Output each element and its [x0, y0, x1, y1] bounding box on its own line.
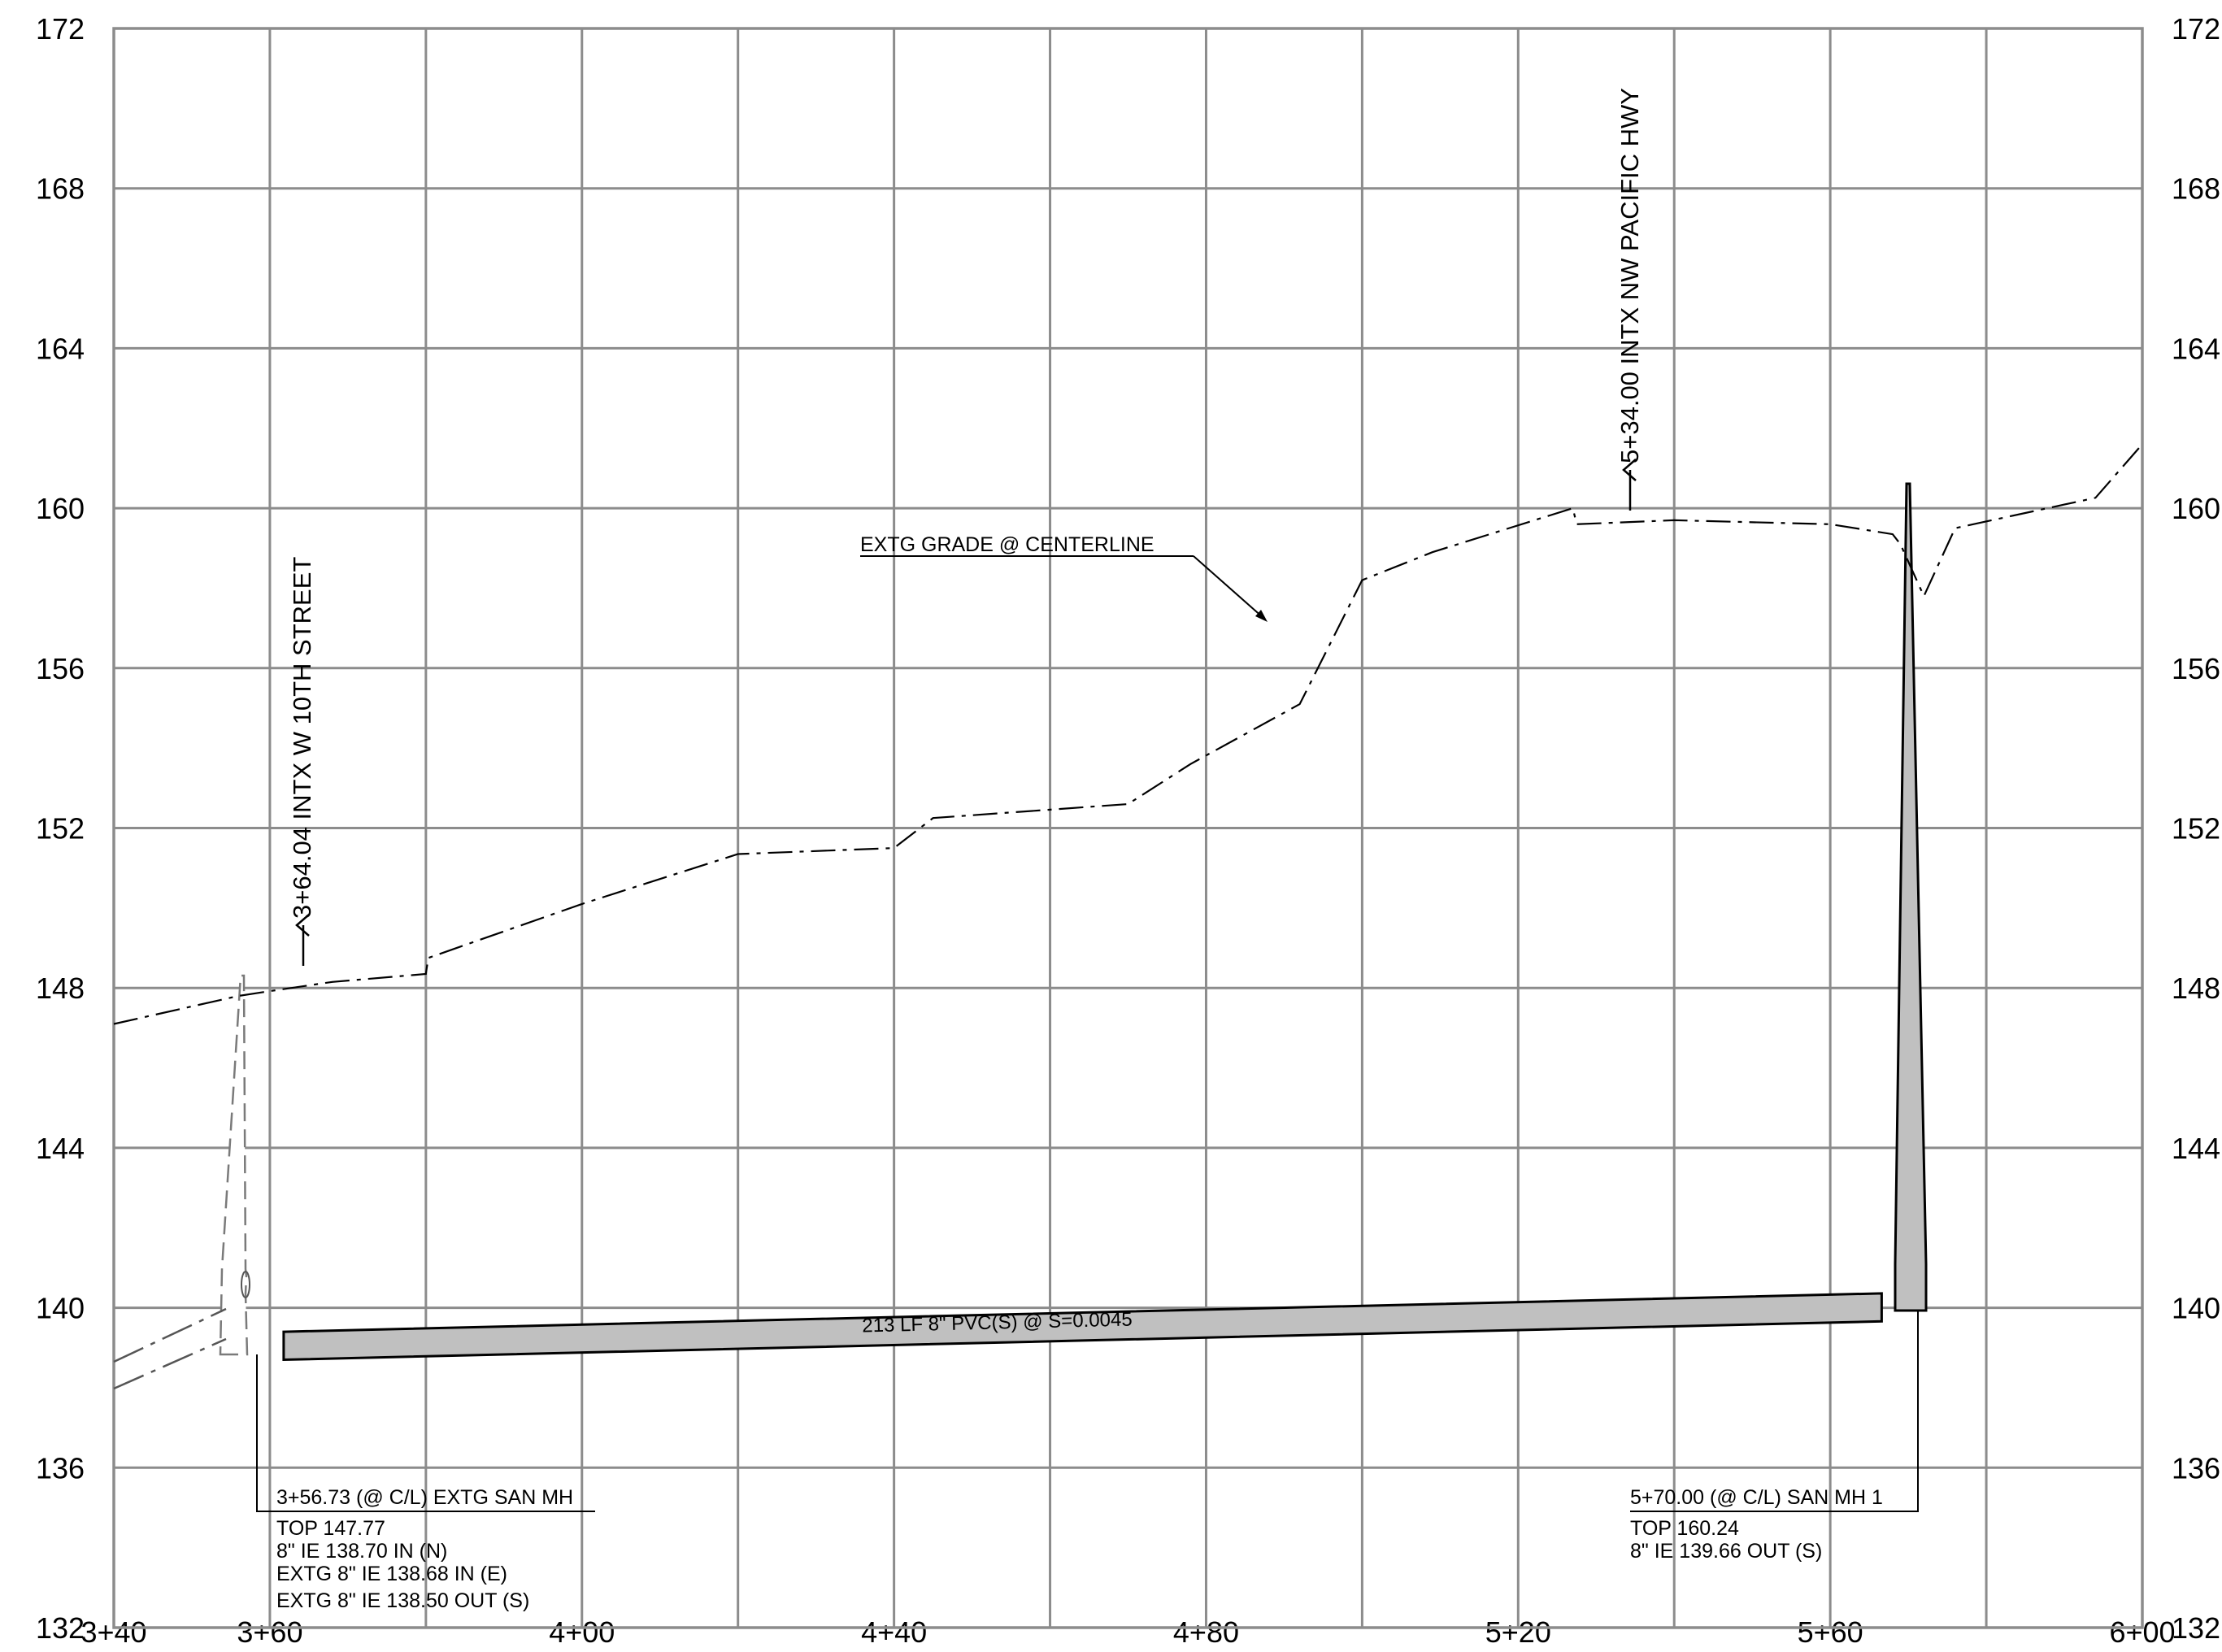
y-tick-label-left: 132 — [36, 1611, 85, 1645]
existing-grade-line — [113, 443, 2143, 1025]
y-tick-label-left: 156 — [36, 652, 85, 685]
y-tick-label-left: 164 — [36, 332, 85, 365]
existing-pipe-lower — [113, 1337, 227, 1390]
y-tick-label-left: 168 — [36, 172, 85, 206]
existing-pipes — [113, 1307, 227, 1390]
axis-labels: 172 172 168 168 164 164 160 160 156 156 152 152 148 1… — [36, 12, 2220, 1649]
existing-manhole-pipe-opening — [241, 1271, 250, 1298]
san-mh-1-shaft — [1894, 482, 1928, 1312]
y-tick-label-left: 148 — [36, 972, 85, 1005]
grade-leader-arrow — [1255, 610, 1268, 622]
existing-manhole-callout: 3+56.73 (@ C/L) EXTG SAN MH TOP 147.77 8… — [256, 1354, 595, 1612]
station-marker-pacific-hwy: 5+34.00 INTX NW PACIFIC HWY — [1615, 88, 1644, 511]
y-tick-label-left: 140 — [36, 1292, 85, 1325]
y-tick-label-left: 136 — [36, 1451, 85, 1485]
grade-label: EXTG GRADE @ CENTERLINE — [860, 533, 1154, 556]
station-label-w-10th: 3+64.04 INTX W 10TH STREET — [288, 557, 316, 919]
grade-callout: EXTG GRADE @ CENTERLINE — [860, 533, 1268, 622]
existing-manhole-ie-in-n: 8" IE 138.70 IN (N) — [276, 1540, 447, 1563]
station-label-pacific-hwy: 5+34.00 INTX NW PACIFIC HWY — [1615, 88, 1644, 463]
san-mh-1-leader — [1630, 1311, 1919, 1512]
y-tick-label-right: 164 — [2172, 332, 2220, 365]
san-mh-1-top: TOP 160.24 — [1630, 1517, 1739, 1540]
y-tick-label-left: 144 — [36, 1132, 85, 1165]
station-chevron-w-10th — [295, 914, 310, 937]
existing-manhole-ie-out-s: EXTG 8" IE 138.50 OUT (S) — [276, 1589, 529, 1612]
y-tick-label-right: 160 — [2172, 492, 2220, 525]
existing-manhole-title: 3+56.73 (@ C/L) EXTG SAN MH — [276, 1486, 573, 1509]
x-tick-label: 5+60 — [1798, 1615, 1863, 1649]
y-tick-label-left: 152 — [36, 812, 85, 846]
proposed-pipe — [282, 1292, 1883, 1362]
grade-leader-line — [1193, 555, 1264, 619]
x-tick-label: 3+60 — [237, 1615, 302, 1649]
y-tick-label-right: 136 — [2172, 1451, 2220, 1485]
existing-manhole-shaft — [219, 974, 249, 1356]
y-tick-label-right: 132 — [2172, 1611, 2220, 1645]
y-tick-label-right: 144 — [2172, 1132, 2220, 1165]
existing-manhole — [219, 974, 250, 1356]
y-tick-label-right: 156 — [2172, 652, 2220, 685]
y-tick-label-right: 152 — [2172, 812, 2220, 846]
y-tick-label-right: 168 — [2172, 172, 2220, 206]
y-tick-label-right: 148 — [2172, 972, 2220, 1005]
san-mh-1-title: 5+70.00 (@ C/L) SAN MH 1 — [1630, 1486, 1883, 1509]
existing-manhole-top: TOP 147.77 — [276, 1517, 385, 1540]
y-tick-label-left: 172 — [36, 12, 85, 46]
existing-manhole-ie-in-e: EXTG 8" IE 138.68 IN (E) — [276, 1563, 507, 1585]
x-tick-label: 4+80 — [1173, 1615, 1239, 1649]
x-tick-label: 4+40 — [861, 1615, 927, 1649]
y-tick-label-right: 172 — [2172, 12, 2220, 46]
grid — [112, 27, 2144, 1629]
station-chevron-pacific-hwy — [1622, 459, 1637, 481]
y-tick-label-right: 140 — [2172, 1292, 2220, 1325]
x-tick-label: 4+00 — [549, 1615, 615, 1649]
station-marker-w-10th: 3+64.04 INTX W 10TH STREET — [288, 557, 316, 966]
san-mh-1-ie-out-s: 8" IE 139.66 OUT (S) — [1630, 1540, 1822, 1563]
frame-border — [112, 27, 2144, 1629]
san-mh-1-callout: 5+70.00 (@ C/L) SAN MH 1 TOP 160.24 8" I… — [1630, 1311, 1919, 1563]
existing-pipe-upper — [113, 1307, 227, 1363]
existing-manhole-leader — [256, 1354, 595, 1512]
x-tick-label: 5+20 — [1485, 1615, 1551, 1649]
plot-frame — [112, 27, 2144, 1629]
y-tick-label-left: 160 — [36, 492, 85, 525]
